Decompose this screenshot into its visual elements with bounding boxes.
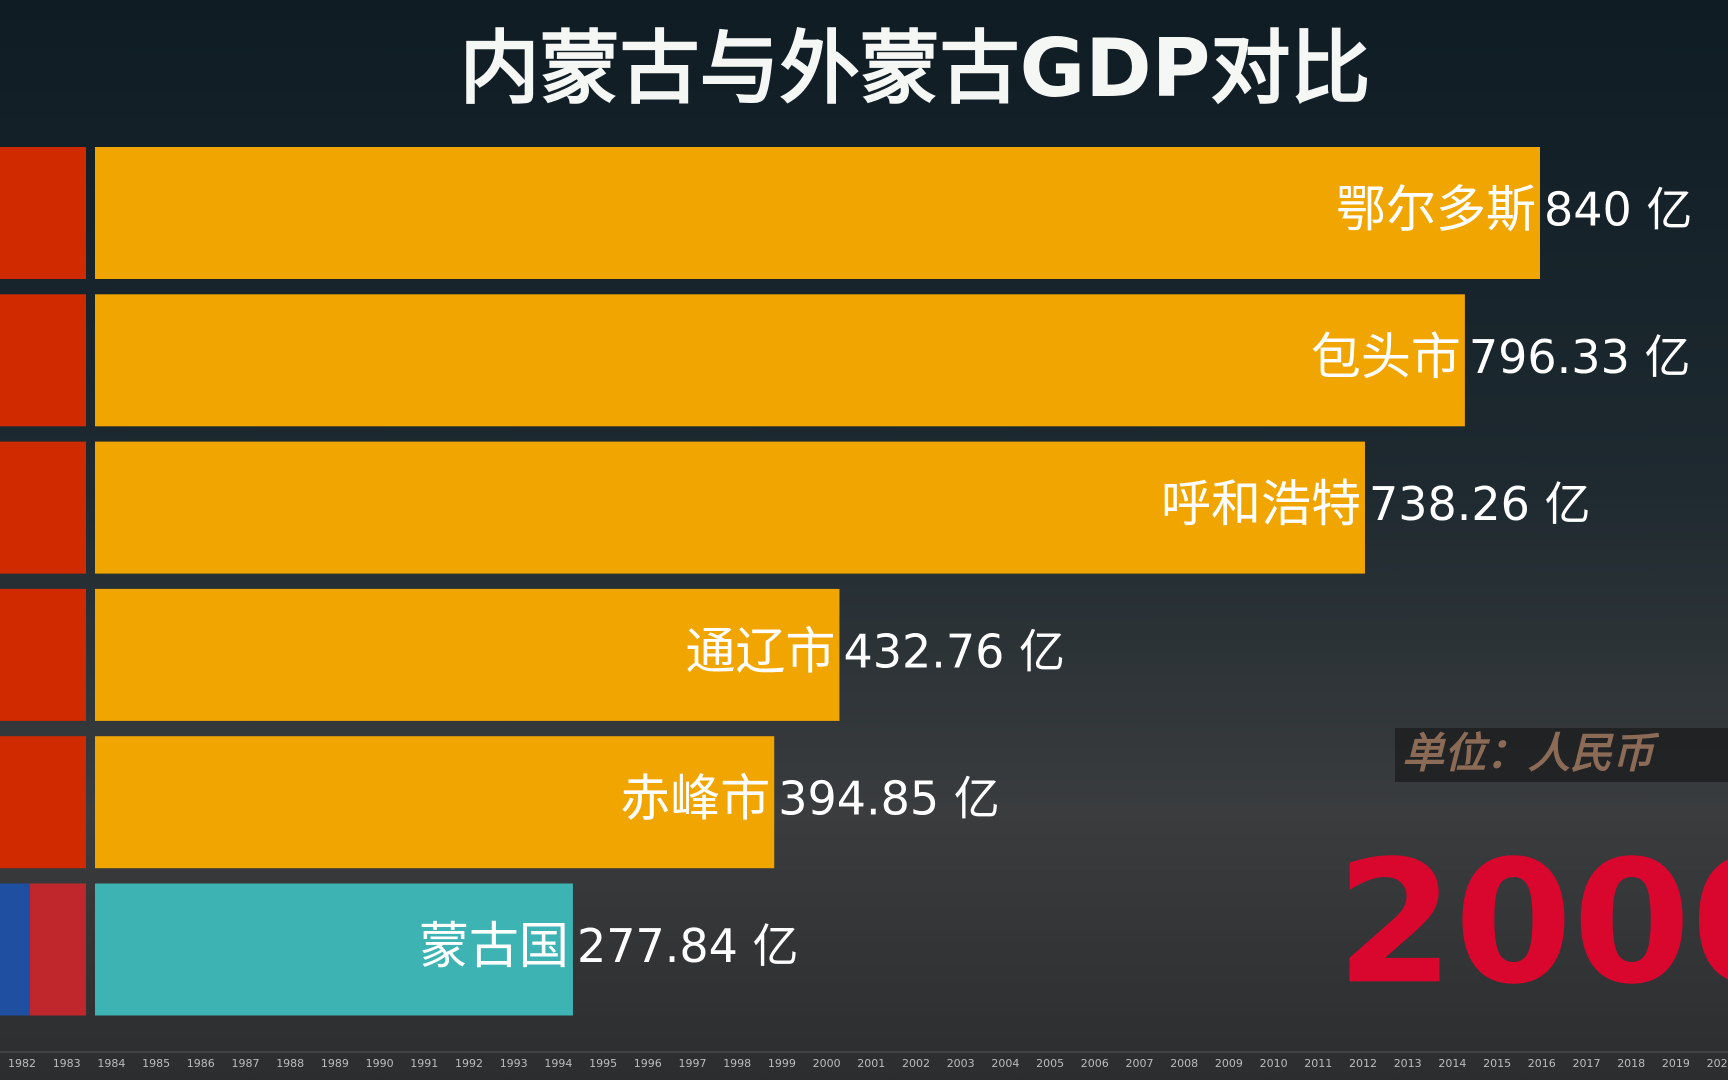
flag-stripe [0,883,30,1016]
timeline-label: 1998 [723,1057,751,1070]
timeline-label: 1996 [634,1057,662,1070]
flag [0,441,86,574]
timeline-label: 1995 [589,1057,617,1070]
year-label: 2000 [1336,824,1728,1022]
timeline-label: 2016 [1528,1057,1556,1070]
value-label: 840 亿 [1544,183,1692,237]
timeline-label: 1997 [679,1057,707,1070]
timeline-label: 2001 [857,1057,885,1070]
timeline-label: 1994 [544,1057,572,1070]
value-label: 738.26 亿 [1369,477,1591,531]
chart-title: 内蒙古与外蒙古GDP对比 [460,22,1371,115]
timeline-label: 2018 [1617,1057,1645,1070]
timeline-label: 2004 [991,1057,1019,1070]
timeline-label: 2019 [1662,1057,1690,1070]
bar-name: 蒙古国 [419,917,569,975]
timeline-label: 2005 [1036,1057,1064,1070]
timeline-label: 1990 [366,1057,394,1070]
unit-box [1395,728,1728,782]
timeline-label: 1985 [142,1057,170,1070]
bar-name: 包头市 [1311,328,1461,386]
bar [95,883,573,1016]
bar [95,294,1465,427]
timeline-label: 2008 [1170,1057,1198,1070]
flag [0,294,86,427]
flag-stripe [30,883,86,1016]
timeline-label: 2011 [1304,1057,1332,1070]
value-label: 394.85 亿 [778,772,1000,826]
timeline-label: 1987 [232,1057,260,1070]
timeline-label: 1999 [768,1057,796,1070]
timeline-label: 2006 [1081,1057,1109,1070]
flag [0,588,86,721]
bar [95,147,1540,279]
value-label: 796.33 亿 [1469,330,1691,384]
value-label: 277.84 亿 [577,919,799,973]
flag [0,147,86,279]
timeline-label: 2003 [947,1057,975,1070]
timeline-label: 2009 [1215,1057,1243,1070]
flag [0,736,86,869]
timeline-label: 1991 [410,1057,438,1070]
timeline-label: 2010 [1260,1057,1288,1070]
bar [95,588,840,721]
bar-name: 赤峰市 [620,770,770,828]
timeline-label: 1982 [8,1057,36,1070]
timeline-label: 1993 [500,1057,528,1070]
value-label: 432.76 亿 [843,624,1065,678]
bar-name: 呼和浩特 [1161,475,1361,533]
timeline-label: 1989 [321,1057,349,1070]
bar-name: 鄂尔多斯 [1336,181,1536,239]
timeline-label: 2000 [813,1057,841,1070]
timeline-label: 2020 [1707,1057,1728,1070]
timeline-label: 1983 [53,1057,81,1070]
timeline-label: 1984 [97,1057,125,1070]
timeline-label: 2007 [1126,1057,1154,1070]
bar-name: 通辽市 [685,622,835,680]
timeline-label: 2014 [1438,1057,1466,1070]
timeline-label: 1992 [455,1057,483,1070]
timeline-label: 2012 [1349,1057,1377,1070]
timeline-label: 2017 [1573,1057,1601,1070]
unit-note: 单位：人民币 [1402,729,1660,778]
timeline-label: 2013 [1394,1057,1422,1070]
bar [95,736,775,869]
timeline-label: 2002 [902,1057,930,1070]
timeline-label: 1986 [187,1057,215,1070]
bar [95,441,1365,574]
timeline-label: 2015 [1483,1057,1511,1070]
timeline-label: 1988 [276,1057,304,1070]
